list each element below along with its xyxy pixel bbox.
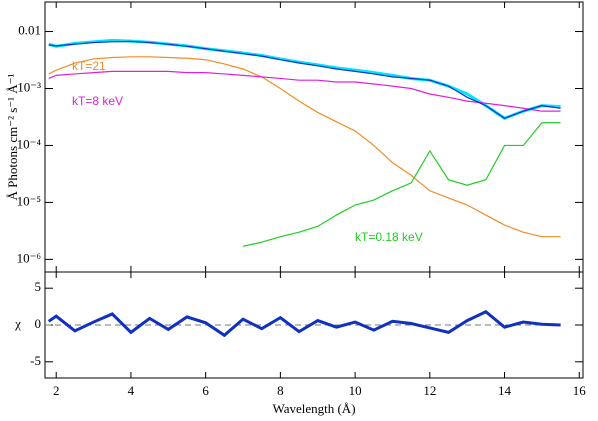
- y-tick-label: 10⁻⁶: [17, 250, 41, 265]
- y-tick-label: 10⁻³: [17, 79, 41, 94]
- y-tick-label: -5: [30, 353, 41, 368]
- x-tick-label: 2: [53, 383, 60, 398]
- y-axis-label: χ: [14, 316, 21, 331]
- annotation: kT=0.18 keV: [355, 230, 423, 244]
- x-tick-label: 16: [573, 383, 587, 398]
- x-tick-label: 14: [498, 383, 512, 398]
- annotation: kT=8 keV: [72, 94, 123, 108]
- data-line: [48, 40, 561, 119]
- data-line: [47, 309, 561, 338]
- data-line: [48, 70, 561, 112]
- x-tick-label: 6: [202, 383, 209, 398]
- y-axis-label: Å Photons cm⁻² s⁻¹ Å⁻¹: [5, 73, 20, 200]
- top-frame: [44, 1, 584, 273]
- data-line: [242, 122, 561, 247]
- x-axis-label: Wavelength (Å): [272, 401, 355, 416]
- x-tick-label: 8: [277, 383, 284, 398]
- y-tick-label: 10⁻⁴: [17, 136, 42, 151]
- x-tick-label: 4: [128, 383, 135, 398]
- x-tick-label: 12: [423, 383, 436, 398]
- y-tick-label: 0.01: [18, 23, 41, 38]
- y-tick-label: 5: [35, 279, 42, 294]
- x-tick-label: 10: [349, 383, 362, 398]
- y-tick-label: 0: [35, 316, 42, 331]
- data-line: [48, 56, 561, 238]
- annotation: kT=21: [72, 59, 106, 73]
- y-tick-label: 10⁻⁵: [17, 193, 41, 208]
- data-line: [48, 38, 561, 120]
